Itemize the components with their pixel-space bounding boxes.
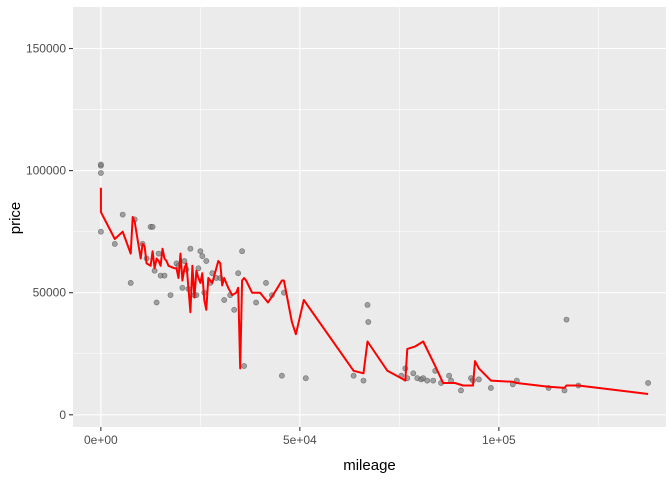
data-point bbox=[365, 319, 372, 325]
y-tick-label: 50000 bbox=[33, 286, 67, 300]
data-point bbox=[119, 211, 126, 218]
data-point bbox=[167, 292, 174, 298]
data-point bbox=[153, 299, 160, 306]
data-point bbox=[446, 372, 452, 379]
data-point bbox=[563, 316, 570, 323]
x-tick-label: 5e+04 bbox=[283, 433, 317, 447]
data-point bbox=[302, 375, 309, 382]
data-point bbox=[98, 228, 104, 235]
x-tick-label: 0e+00 bbox=[84, 433, 118, 447]
y-axis: 0 50000 100000 150000 bbox=[26, 42, 73, 422]
data-point bbox=[263, 279, 269, 286]
data-layer bbox=[98, 161, 651, 395]
data-point bbox=[197, 248, 204, 255]
x-axis-title: mileage bbox=[343, 457, 396, 474]
data-point bbox=[235, 270, 242, 277]
data-point bbox=[98, 170, 104, 176]
data-point bbox=[239, 248, 245, 255]
y-tick-label: 100000 bbox=[26, 164, 66, 178]
data-point bbox=[98, 161, 104, 168]
y-tick-label: 0 bbox=[59, 408, 66, 422]
data-point bbox=[645, 380, 651, 386]
fitted-line bbox=[99, 187, 649, 395]
data-point bbox=[350, 372, 357, 379]
y-axis-title: price bbox=[7, 202, 24, 235]
data-point bbox=[360, 377, 367, 384]
data-point bbox=[127, 279, 134, 286]
data-point bbox=[203, 258, 210, 264]
data-point bbox=[430, 377, 437, 384]
data-point bbox=[155, 250, 162, 257]
data-point bbox=[149, 223, 156, 230]
y-tick-label: 150000 bbox=[26, 42, 66, 56]
data-point bbox=[241, 363, 247, 369]
data-point bbox=[221, 297, 228, 303]
data-point bbox=[278, 372, 285, 379]
data-point bbox=[487, 384, 494, 391]
x-tick-label: 1e+05 bbox=[482, 433, 516, 447]
data-point bbox=[253, 299, 259, 306]
plot-panel bbox=[73, 7, 666, 427]
minor-gridlines bbox=[73, 7, 666, 427]
data-point bbox=[195, 265, 202, 272]
data-point bbox=[161, 272, 168, 279]
data-point bbox=[410, 370, 417, 377]
data-point bbox=[458, 387, 464, 394]
data-point bbox=[187, 245, 194, 252]
x-axis: 0e+00 5e+04 1e+05 bbox=[84, 427, 516, 447]
data-point bbox=[231, 306, 238, 313]
data-point bbox=[475, 376, 482, 383]
data-point bbox=[111, 240, 118, 247]
data-point bbox=[364, 301, 371, 308]
data-point bbox=[199, 253, 206, 259]
data-point bbox=[424, 377, 431, 384]
data-point bbox=[179, 284, 186, 291]
